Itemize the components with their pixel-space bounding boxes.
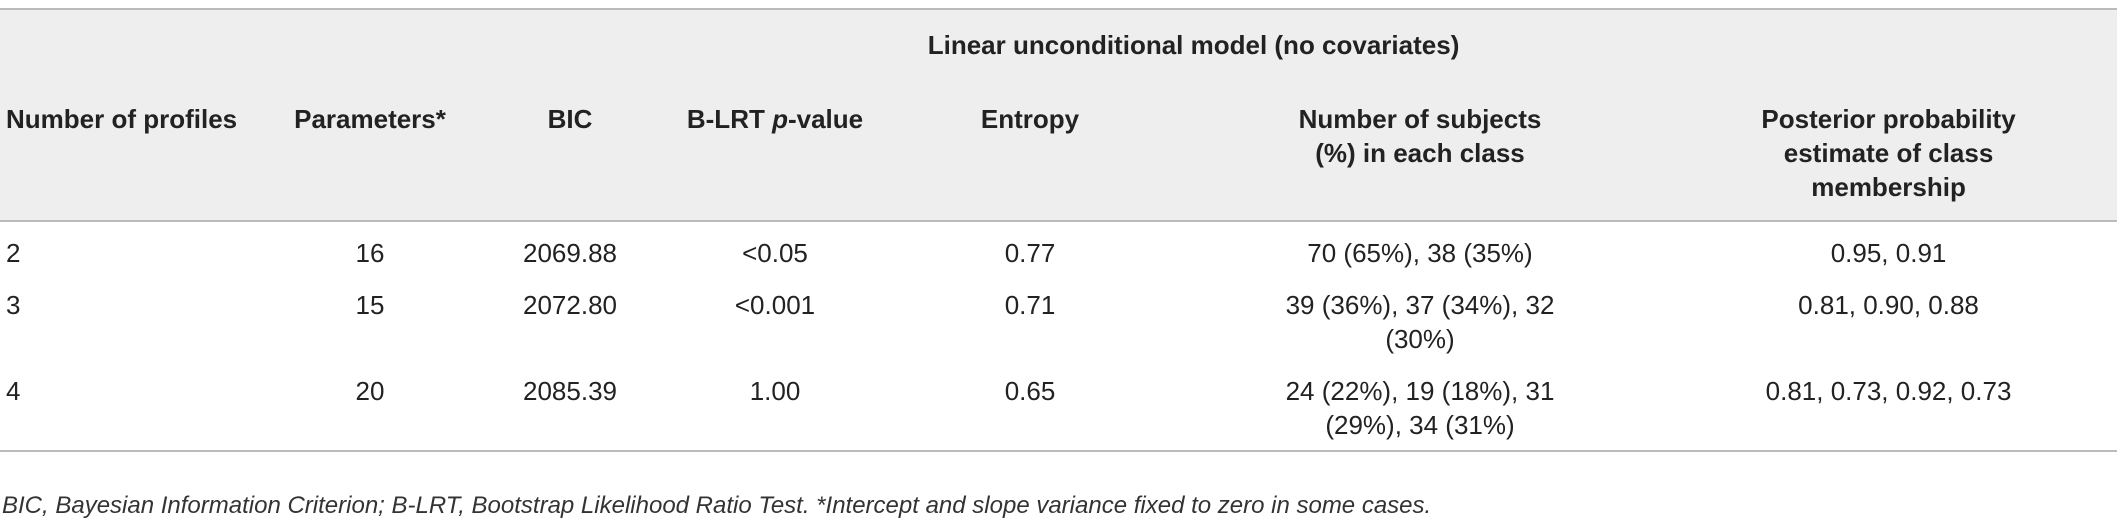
cell-posterior: 0.81, 0.73, 0.92, 0.73 [1660,364,2117,452]
header-profiles: Number of profiles [0,80,270,222]
band-header-row: Linear unconditional model (no covariate… [0,8,2117,80]
cell-blrt: <0.001 [734,290,816,320]
header-subjects: Number of subjects (%) in each class [1180,80,1660,222]
cell-subjects: 24 (22%), 19 (18%), 31 (29%), 34 (31%) [1180,364,1660,452]
header-posterior: Posterior probability estimate of class me… [1660,80,2117,222]
header-bic: BIC [470,80,670,222]
header-parameters: Parameters* [270,80,470,222]
cell-entropy: 0.77 [1004,238,1056,268]
cell-blrt: <0.05 [742,238,808,268]
header-blrt: B-LRT p-value [670,80,880,222]
cell-entropy: 0.65 [880,364,1180,452]
cell-subjects: 39 (36%), 37 (34%), 32 (30%) [1285,290,1555,354]
cell-bic: 2069.88 [523,238,617,268]
band-spacer [0,8,270,80]
cell-entropy: 0.71 [1004,290,1056,320]
table-row: 2 16 2069.88 <0.05 0.77 70 (65%), 38 (35… [0,221,2117,278]
cell-parameters: 16 [355,238,385,268]
cell-profiles: 4 [0,364,270,452]
header-entropy: Entropy [880,80,1180,222]
cell-bic: 2085.39 [470,364,670,452]
cell-blrt: 1.00 [670,364,880,452]
cell-subjects: 70 (65%), 38 (35%) [1307,238,1533,268]
band-title: Linear unconditional model (no covariate… [270,8,2117,80]
cell-posterior: 0.81, 0.90, 0.88 [1798,290,1979,320]
cell-parameters: 20 [270,364,470,452]
cell-posterior: 0.95, 0.91 [1830,238,1947,268]
table-row: 3 15 2072.80 <0.001 0.71 39 (36%), 37 (3… [0,278,2117,364]
results-table: Linear unconditional model (no covariate… [0,8,2117,452]
cell-parameters: 15 [355,290,385,320]
cell-profiles: 2 [6,238,21,268]
cell-bic: 2072.80 [523,290,617,320]
cell-profiles: 3 [6,290,21,320]
table-footnote: BIC, Bayesian Information Criterion; B-L… [2,492,1432,519]
column-header-row: Number of profiles Parameters* BIC B-LRT… [0,80,2117,222]
table-row: 4 20 2085.39 1.00 0.65 24 (22%), 19 (18%… [0,364,2117,452]
